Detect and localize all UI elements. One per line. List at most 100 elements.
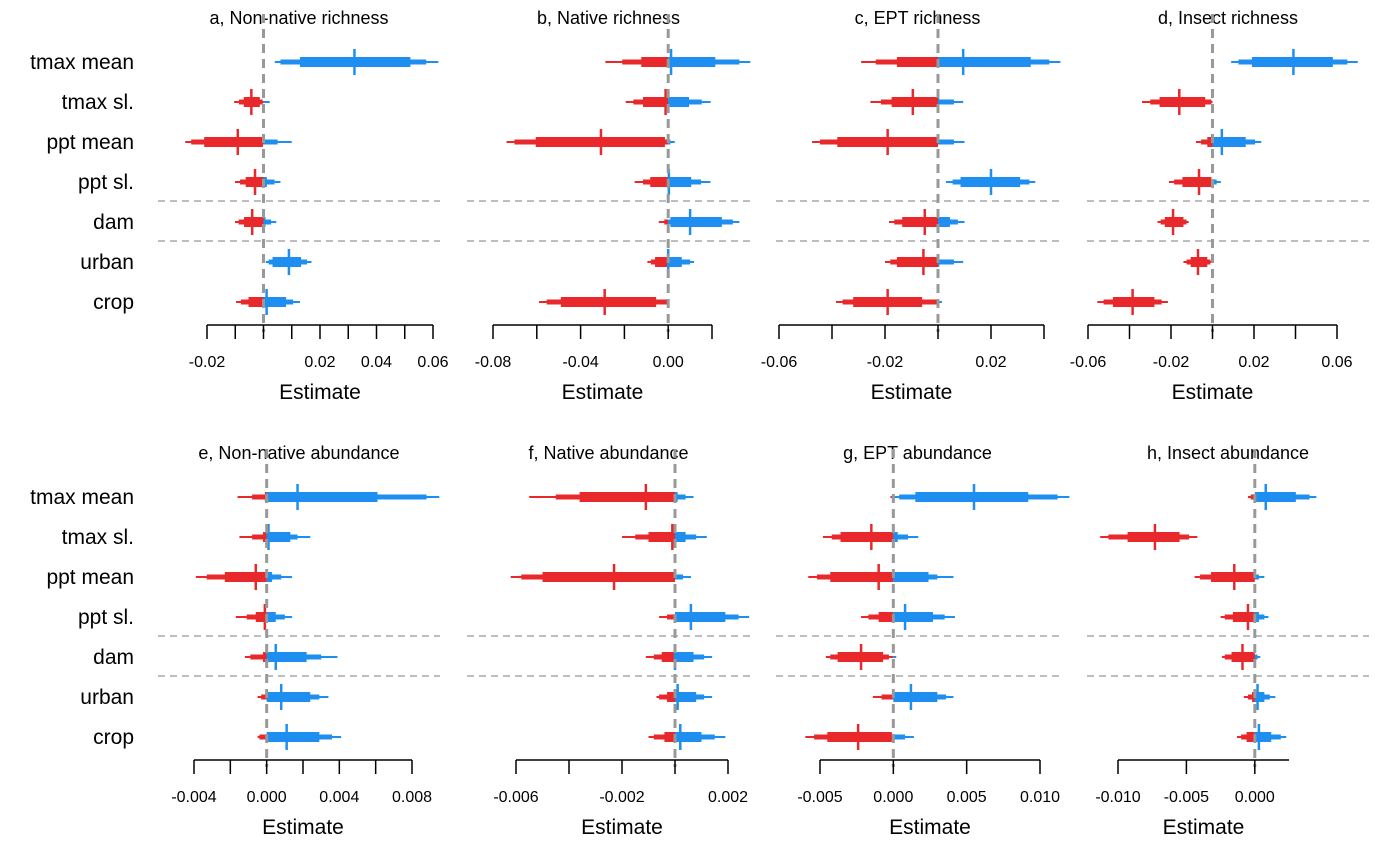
x-tick-label: -0.004 xyxy=(171,789,216,806)
ci80-negative-bar xyxy=(259,734,267,740)
ci50-negative-bar xyxy=(648,532,675,542)
panel-f: f, Native abundance -0.006 -0.002 0.002 Esti… xyxy=(467,443,750,839)
interval-crop xyxy=(648,724,726,750)
ci50-positive-bar xyxy=(263,177,267,187)
ci80-negative-bar xyxy=(881,694,894,700)
ci50-negative-bar xyxy=(664,732,675,742)
x-tick-label: 0.02 xyxy=(975,354,1006,371)
ci95-positive-bar xyxy=(938,301,942,303)
x-axis-title: Estimate xyxy=(562,381,644,404)
ci50-positive-bar xyxy=(938,217,950,227)
interval-dam xyxy=(1157,209,1189,235)
ci50-negative-bar xyxy=(224,572,267,582)
interval-crop xyxy=(257,724,342,750)
ci95-positive-bar xyxy=(1254,656,1261,658)
interval-ppt-sl- xyxy=(945,169,1036,195)
interval-ppt-sl- xyxy=(1168,169,1221,195)
ci50-positive-bar xyxy=(266,692,311,702)
ci50-negative-bar xyxy=(878,612,894,622)
interval-urban xyxy=(257,684,329,710)
ci50-positive-bar xyxy=(668,57,716,67)
x-axis-title: Estimate xyxy=(889,816,971,839)
ci50-negative-bar xyxy=(255,612,267,622)
ci50-negative-bar xyxy=(643,97,669,107)
x-tick-label: 0.06 xyxy=(1321,354,1352,371)
interval-tmax-sl- xyxy=(625,89,711,115)
ci50-positive-bar xyxy=(266,732,320,742)
interval-ppt-sl- xyxy=(659,604,750,630)
ci80-negative-bar xyxy=(252,534,267,540)
interval-tmax-sl- xyxy=(234,89,270,115)
ci50-negative-bar xyxy=(1246,732,1255,742)
ci80-positive-bar xyxy=(1254,574,1259,580)
interval-tmax-sl- xyxy=(822,524,919,550)
ci80-positive-bar xyxy=(893,534,908,540)
ci50-negative-bar xyxy=(1182,177,1212,187)
ci50-positive-bar xyxy=(938,57,1031,67)
ci80-negative-bar xyxy=(664,219,669,225)
x-tick-label: 0.02 xyxy=(1238,354,1269,371)
x-tick-label: -0.04 xyxy=(562,354,599,371)
interval-urban xyxy=(1243,684,1276,710)
x-tick-label: 0.008 xyxy=(392,789,432,806)
x-tick-label: 0.010 xyxy=(1020,789,1060,806)
ci50-negative-bar xyxy=(902,217,938,227)
row-label-ppt-sl-: ppt sl. xyxy=(78,606,134,629)
x-tick-label: -0.005 xyxy=(1164,789,1209,806)
interval-crop xyxy=(805,724,914,750)
ci50-positive-bar xyxy=(675,692,697,702)
ci50-negative-bar xyxy=(650,177,669,187)
x-tick-label: -0.02 xyxy=(189,354,226,371)
x-tick-label: 0.002 xyxy=(708,789,748,806)
x-tick-label: 0.02 xyxy=(304,354,335,371)
x-axis-title: Estimate xyxy=(1172,381,1254,404)
panel-title: g, EPT abundance xyxy=(843,443,992,463)
interval-ppt-mean xyxy=(812,129,965,155)
interval-dam xyxy=(244,644,338,670)
interval-tmax-mean xyxy=(861,49,1061,75)
ci50-positive-bar xyxy=(675,532,686,542)
interval-urban xyxy=(885,249,964,275)
ci50-negative-bar xyxy=(579,492,675,502)
interval-ppt-mean xyxy=(808,564,954,590)
row-label-tmax-sl-: tmax sl. xyxy=(62,526,134,549)
x-tick-label: 0.000 xyxy=(873,789,913,806)
ci50-negative-bar xyxy=(204,137,263,147)
interval-urban xyxy=(872,684,954,710)
x-tick-label: 0.000 xyxy=(1235,789,1275,806)
panel-title: e, Non-native abundance xyxy=(198,443,399,463)
ci50-negative-bar xyxy=(827,732,892,742)
interval-tmax-sl- xyxy=(622,524,707,550)
interval-crop xyxy=(1237,724,1287,750)
ci50-positive-bar xyxy=(893,612,933,622)
row-label-crop: crop xyxy=(93,291,134,314)
row-label-crop: crop xyxy=(93,726,134,749)
x-tick-label: 0.004 xyxy=(319,789,359,806)
x-tick-label: 0.04 xyxy=(361,354,392,371)
interval-crop xyxy=(835,289,942,315)
interval-dam xyxy=(234,209,277,235)
interval-ppt-mean xyxy=(185,129,292,155)
interval-urban xyxy=(265,249,312,275)
panel-d: d, Insect richness -0.06 -0.02 0.02 0.06 Esti… xyxy=(1070,8,1369,404)
ci80-positive-bar xyxy=(1254,614,1265,620)
x-axis-title: Estimate xyxy=(1163,816,1245,839)
ci50-positive-bar xyxy=(670,217,722,227)
ci50-negative-bar xyxy=(560,297,657,307)
x-tick-label: -0.006 xyxy=(493,789,538,806)
interval-dam xyxy=(888,209,965,235)
ci50-positive-bar xyxy=(668,97,690,107)
ci80-positive-bar xyxy=(266,574,282,580)
ci50-positive-bar xyxy=(893,532,898,542)
ci50-positive-bar xyxy=(675,732,702,742)
panel-title: h, Insect abundance xyxy=(1147,443,1309,463)
panel-c: c, EPT richness -0.06 -0.02 0.02 Estimate xyxy=(761,8,1061,404)
row-label-ppt-sl-: ppt sl. xyxy=(78,171,134,194)
ci50-positive-bar xyxy=(668,257,682,267)
row-label-ppt-mean: ppt mean xyxy=(46,131,134,154)
ci50-positive-bar xyxy=(893,692,938,702)
interval-tmax-sl- xyxy=(1141,89,1213,115)
ci50-positive-bar xyxy=(272,257,302,267)
ci80-positive-bar xyxy=(893,734,906,740)
panel-h: h, Insect abundance -0.010 -0.005 0.000 Esti… xyxy=(1087,443,1369,839)
